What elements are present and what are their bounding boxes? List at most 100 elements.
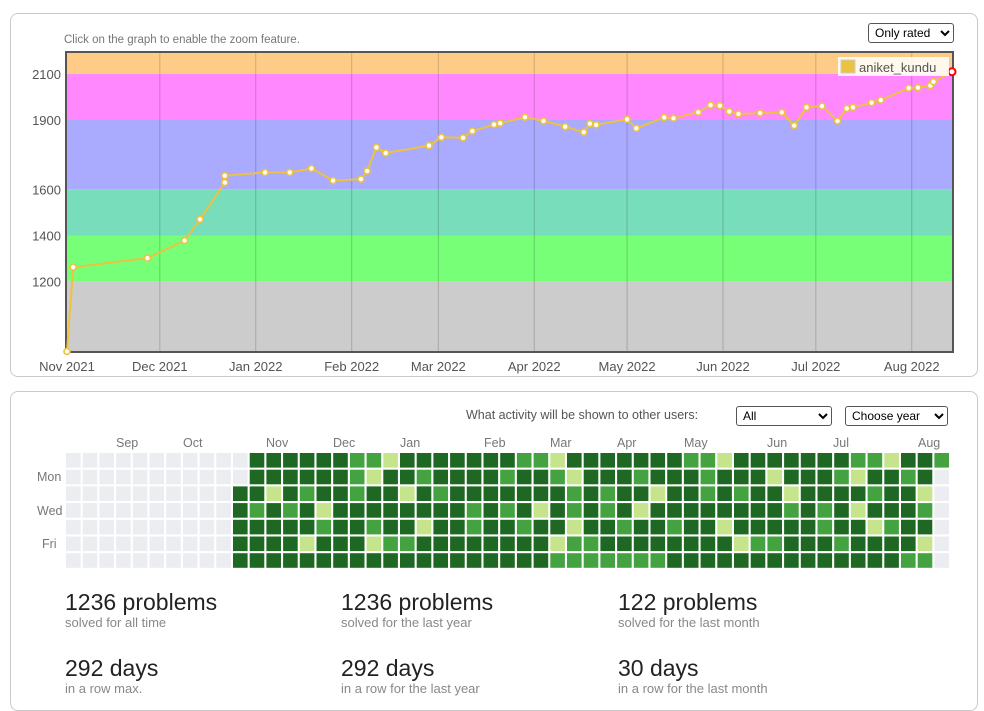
heatmap-cell[interactable] (583, 553, 599, 568)
heatmap-cell[interactable] (884, 553, 899, 568)
heatmap-cell[interactable] (99, 453, 114, 468)
heatmap-cell[interactable] (299, 469, 315, 485)
heatmap-cell[interactable] (667, 553, 682, 568)
heatmap-cell[interactable] (567, 536, 582, 552)
heatmap-cell[interactable] (683, 453, 699, 468)
heatmap-cell[interactable] (349, 469, 365, 485)
heatmap-cell[interactable] (166, 519, 181, 535)
rating-point[interactable] (329, 176, 337, 185)
heatmap-cell[interactable] (917, 519, 933, 535)
heatmap-cell[interactable] (533, 503, 549, 518)
heatmap-cell[interactable] (66, 536, 81, 552)
heatmap-cell[interactable] (934, 503, 949, 518)
heatmap-cell[interactable] (567, 503, 582, 518)
heatmap-cell[interactable] (867, 519, 883, 535)
heatmap-cell[interactable] (901, 553, 916, 568)
heatmap-cell[interactable] (667, 486, 682, 501)
heatmap-cell[interactable] (600, 536, 615, 552)
rating-point[interactable] (725, 107, 734, 116)
heatmap-cell[interactable] (767, 536, 782, 552)
heatmap-cell[interactable] (550, 503, 565, 518)
heatmap-cell[interactable] (800, 453, 816, 468)
heatmap-cell[interactable] (734, 469, 749, 485)
rating-point[interactable] (849, 103, 857, 112)
heatmap-cell[interactable] (466, 469, 482, 485)
rating-point[interactable] (196, 215, 204, 224)
rating-point[interactable] (63, 347, 71, 356)
heatmap-cell[interactable] (266, 469, 281, 485)
heatmap-cell[interactable] (233, 486, 248, 501)
heatmap-cell[interactable] (316, 453, 332, 468)
heatmap-cell[interactable] (750, 536, 766, 552)
heatmap-cell[interactable] (400, 486, 415, 501)
rating-point[interactable] (490, 120, 498, 129)
heatmap-cell[interactable] (850, 519, 866, 535)
heatmap-cell[interactable] (667, 453, 682, 468)
heatmap-cell[interactable] (116, 553, 131, 568)
heatmap-cell[interactable] (600, 486, 615, 501)
heatmap-cell[interactable] (299, 453, 315, 468)
heatmap-cell[interactable] (249, 519, 265, 535)
heatmap-cell[interactable] (450, 469, 465, 485)
heatmap-cell[interactable] (249, 453, 265, 468)
heatmap-cell[interactable] (116, 536, 131, 552)
heatmap-cell[interactable] (383, 453, 398, 468)
rating-point[interactable] (586, 119, 594, 128)
rating-point[interactable] (437, 133, 446, 142)
heatmap-cell[interactable] (600, 453, 615, 468)
heatmap-cell[interactable] (917, 536, 933, 552)
heatmap-cell[interactable] (216, 519, 231, 535)
heatmap-cell[interactable] (266, 503, 281, 518)
heatmap-cell[interactable] (767, 453, 782, 468)
heatmap-cell[interactable] (383, 553, 398, 568)
heatmap-cell[interactable] (567, 453, 582, 468)
heatmap-cell[interactable] (166, 503, 181, 518)
heatmap-cell[interactable] (734, 453, 749, 468)
heatmap-cell[interactable] (116, 469, 131, 485)
heatmap-cell[interactable] (349, 519, 365, 535)
heatmap-cell[interactable] (283, 536, 298, 552)
heatmap-cell[interactable] (500, 553, 515, 568)
heatmap-cell[interactable] (132, 453, 148, 468)
heatmap-cell[interactable] (66, 519, 81, 535)
heatmap-cell[interactable] (132, 553, 148, 568)
heatmap-cell[interactable] (516, 486, 532, 501)
heatmap-cell[interactable] (834, 486, 849, 501)
heatmap-cell[interactable] (650, 553, 666, 568)
heatmap-cell[interactable] (416, 469, 432, 485)
heatmap-cell[interactable] (650, 519, 666, 535)
heatmap-cell[interactable] (283, 486, 298, 501)
heatmap-cell[interactable] (767, 519, 782, 535)
heatmap-cell[interactable] (249, 503, 265, 518)
heatmap-cell[interactable] (466, 553, 482, 568)
heatmap-cell[interactable] (116, 453, 131, 468)
heatmap-cell[interactable] (483, 519, 499, 535)
heatmap-cell[interactable] (850, 553, 866, 568)
heatmap-cell[interactable] (400, 469, 415, 485)
heatmap-cell[interactable] (416, 453, 432, 468)
heatmap-cell[interactable] (466, 536, 482, 552)
rating-point[interactable] (904, 84, 913, 92)
rating-point[interactable] (468, 127, 477, 135)
heatmap-cell[interactable] (667, 536, 682, 552)
heatmap-cell[interactable] (182, 469, 198, 485)
heatmap-cell[interactable] (366, 469, 382, 485)
heatmap-cell[interactable] (450, 536, 465, 552)
heatmap-cell[interactable] (800, 486, 816, 501)
heatmap-cell[interactable] (934, 469, 949, 485)
heatmap-cell[interactable] (82, 553, 98, 568)
heatmap-cell[interactable] (516, 453, 532, 468)
heatmap-cell[interactable] (817, 536, 833, 552)
heatmap-cell[interactable] (99, 469, 114, 485)
heatmap-cell[interactable] (750, 486, 766, 501)
heatmap-cell[interactable] (450, 486, 465, 501)
heatmap-cell[interactable] (349, 536, 365, 552)
heatmap-cell[interactable] (149, 486, 165, 501)
heatmap-cell[interactable] (867, 536, 883, 552)
heatmap-cell[interactable] (917, 503, 933, 518)
heatmap-cell[interactable] (283, 469, 298, 485)
heatmap-cell[interactable] (283, 553, 298, 568)
rating-point[interactable] (459, 133, 467, 142)
heatmap-cell[interactable] (784, 536, 799, 552)
heatmap-cell[interactable] (934, 553, 949, 568)
